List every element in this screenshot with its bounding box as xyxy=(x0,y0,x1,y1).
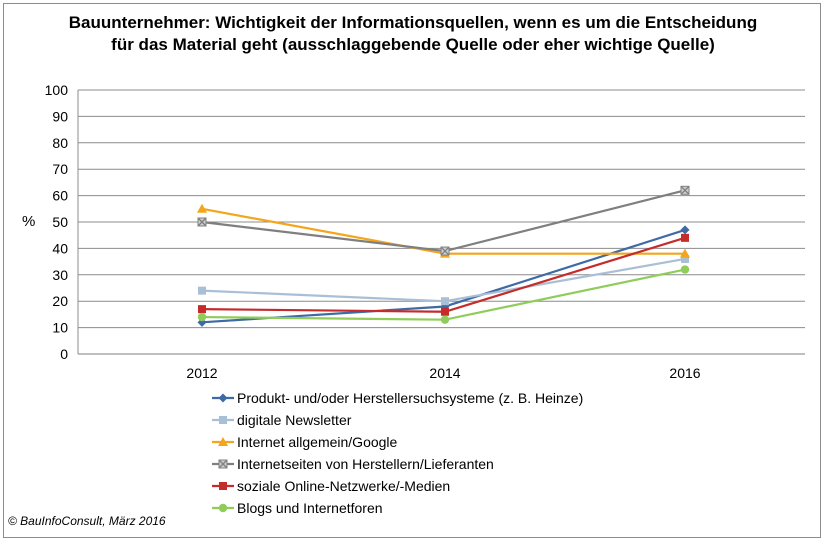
series-line xyxy=(201,257,686,303)
legend-item: Produkt- und/oder Herstellersuchsysteme … xyxy=(212,390,583,406)
data-point xyxy=(441,297,449,306)
legend-label: soziale Online-Netzwerke/-Medien xyxy=(237,478,450,494)
legend-label: Produkt- und/oder Herstellersuchsysteme … xyxy=(237,390,583,406)
data-point xyxy=(440,246,450,256)
x-tick-label: 2016 xyxy=(669,365,700,381)
data-point xyxy=(680,185,690,195)
series-lines xyxy=(197,185,690,327)
series-5 xyxy=(197,265,690,324)
data-point xyxy=(680,265,690,274)
legend-marker xyxy=(218,503,228,513)
legend-label: Internetseiten von Herstellern/Lieferant… xyxy=(237,456,494,472)
data-point xyxy=(197,217,207,227)
y-tick-label: 80 xyxy=(52,135,68,151)
x-tick-label: 2012 xyxy=(186,365,217,381)
legend-item: digitale Newsletter xyxy=(212,412,352,428)
data-point xyxy=(198,286,206,295)
legend-item: Internet allgemein/Google xyxy=(212,434,398,450)
legend-marker xyxy=(219,416,227,424)
data-point xyxy=(681,254,689,263)
legend-item: Internetseiten von Herstellern/Lieferant… xyxy=(212,456,494,472)
copyright-note: © BauInfoConsult, März 2016 xyxy=(8,514,166,528)
data-point xyxy=(680,248,690,258)
legend-label: digitale Newsletter xyxy=(237,412,352,428)
data-point xyxy=(440,315,450,324)
y-axis-label: % xyxy=(22,213,36,230)
y-tick-label: 70 xyxy=(52,161,68,177)
y-tick-label: 20 xyxy=(52,293,68,309)
chart-title: Bauunternehmer: Wichtigkeit der Informat… xyxy=(68,13,758,54)
legend-item: soziale Online-Netzwerke/-Medien xyxy=(212,478,450,494)
y-tick-label: 90 xyxy=(52,108,68,124)
series-4 xyxy=(198,233,689,316)
series-3 xyxy=(197,185,690,256)
y-tick-label: 100 xyxy=(45,82,69,98)
legend-marker xyxy=(218,437,228,446)
x-tick-labels: 2012 2014 2016 xyxy=(186,365,700,381)
data-point xyxy=(197,312,207,322)
legend-marker xyxy=(218,393,228,403)
y-tick-label: 10 xyxy=(52,320,68,336)
y-tick-label: 60 xyxy=(52,188,68,204)
legend-label: Internet allgemein/Google xyxy=(237,434,398,450)
series-1 xyxy=(198,254,689,306)
legend-marker xyxy=(219,482,227,490)
legend-item: Blogs und Internetforen xyxy=(212,500,383,516)
y-tick-labels: 0 10 20 30 40 50 60 70 80 90 100 xyxy=(45,82,69,362)
series-line xyxy=(201,189,686,253)
data-point xyxy=(441,307,449,316)
x-tick-label: 2014 xyxy=(429,365,460,381)
y-tick-label: 50 xyxy=(52,214,68,230)
legend-label: Blogs und Internetforen xyxy=(237,500,383,516)
y-tick-label: 40 xyxy=(52,240,68,256)
legend-marker xyxy=(218,459,228,469)
legend: Produkt- und/oder Herstellersuchsysteme … xyxy=(212,390,583,516)
data-point xyxy=(681,233,689,242)
y-tick-label: 30 xyxy=(52,267,68,283)
data-point xyxy=(198,305,206,314)
data-point xyxy=(680,225,690,235)
data-point xyxy=(197,203,207,213)
y-tick-label: 0 xyxy=(60,346,68,362)
